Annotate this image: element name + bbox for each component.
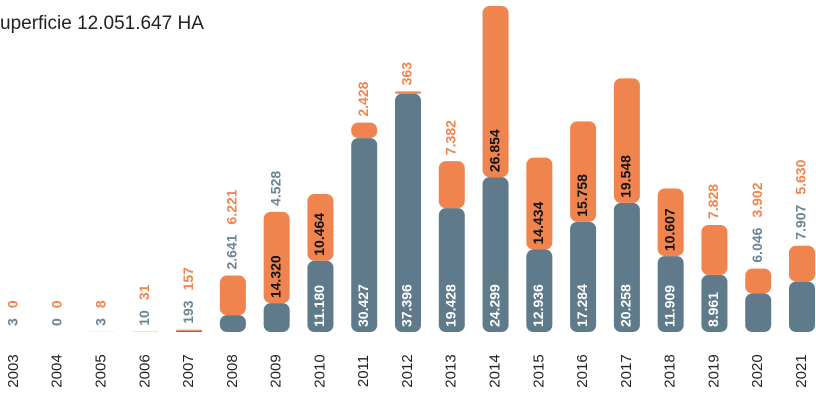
x-tick-label: 2020 bbox=[749, 354, 766, 387]
value-label: 14.320 bbox=[267, 255, 283, 298]
bar-segment bbox=[176, 329, 203, 331]
value-label: 31 bbox=[136, 284, 152, 300]
value-label: 19.548 bbox=[618, 155, 634, 198]
x-tick-label: 2011 bbox=[355, 355, 372, 387]
x-tick-label: 2009 bbox=[268, 354, 285, 387]
bar-segment bbox=[745, 268, 772, 294]
bar-segment bbox=[701, 225, 728, 275]
x-tick-label: 2004 bbox=[49, 354, 66, 387]
value-label: 0 bbox=[5, 300, 21, 308]
bar-segment bbox=[482, 6, 509, 178]
value-label: 0 bbox=[48, 318, 64, 326]
bar-segment bbox=[263, 211, 290, 304]
value-label: 7.907 bbox=[793, 204, 809, 239]
value-label: 363 bbox=[399, 62, 415, 86]
x-tick-label: 2012 bbox=[399, 354, 416, 387]
x-tick-label: 2005 bbox=[93, 354, 110, 387]
bar-segment bbox=[219, 315, 246, 332]
bar-segment bbox=[526, 249, 553, 332]
chart-title: uperficie 12.051.647 HA bbox=[0, 13, 204, 34]
bar-segment bbox=[657, 188, 684, 257]
value-label: 10 bbox=[136, 310, 152, 326]
bar-segment bbox=[570, 221, 597, 332]
x-tick-label: 2003 bbox=[5, 354, 22, 387]
bar-segment bbox=[395, 93, 421, 332]
bar-segment bbox=[395, 91, 421, 94]
value-label: 17.284 bbox=[574, 284, 590, 327]
value-label: 30.427 bbox=[355, 284, 371, 327]
bar-segment bbox=[745, 293, 772, 332]
value-label: 8 bbox=[92, 300, 108, 308]
bar-segment bbox=[438, 208, 465, 332]
bar-segment bbox=[789, 281, 815, 332]
value-label: 20.258 bbox=[618, 284, 634, 327]
value-label: 2.641 bbox=[224, 234, 240, 269]
value-label: 11.909 bbox=[661, 285, 677, 327]
value-label: 3 bbox=[5, 318, 21, 326]
value-label: 157 bbox=[180, 267, 196, 291]
x-tick-label: 2010 bbox=[311, 354, 328, 387]
value-label: 37.396 bbox=[399, 284, 415, 327]
value-label: 0 bbox=[48, 300, 64, 308]
bar-segment bbox=[789, 245, 815, 282]
x-tick-label: 2019 bbox=[705, 354, 722, 387]
bar-segment bbox=[570, 121, 597, 222]
value-label: 7.382 bbox=[442, 120, 458, 155]
value-label: 6.221 bbox=[224, 189, 240, 224]
x-tick-label: 2018 bbox=[662, 354, 679, 387]
x-tick-label: 2015 bbox=[530, 354, 547, 387]
value-label: 19.428 bbox=[442, 284, 458, 327]
bar-segment bbox=[351, 122, 378, 139]
bar-segment bbox=[307, 194, 334, 261]
value-label: 2.428 bbox=[355, 81, 371, 116]
value-label: 12.936 bbox=[530, 284, 546, 327]
x-tick-label: 2008 bbox=[224, 354, 241, 387]
x-tick-label: 2014 bbox=[487, 354, 504, 387]
x-tick-label: 2006 bbox=[136, 354, 153, 387]
value-label: 3.902 bbox=[749, 182, 765, 217]
bar-segment bbox=[263, 303, 290, 332]
value-label: 8.961 bbox=[705, 292, 721, 327]
bar-segment bbox=[438, 161, 465, 209]
value-label: 3 bbox=[92, 318, 108, 326]
value-label: 7.828 bbox=[705, 184, 721, 219]
bar-segment bbox=[526, 157, 553, 250]
value-label: 10.464 bbox=[311, 213, 327, 256]
bar-segment bbox=[657, 256, 684, 332]
value-label: 193 bbox=[180, 300, 196, 324]
bar-segment bbox=[482, 177, 509, 332]
value-label: 11.180 bbox=[311, 285, 327, 327]
x-tick-label: 2016 bbox=[574, 354, 591, 387]
bar-segment bbox=[307, 260, 334, 332]
bar-segment bbox=[701, 274, 728, 332]
value-label: 5.630 bbox=[793, 159, 809, 194]
value-label: 26.854 bbox=[486, 129, 502, 172]
value-label: 6.046 bbox=[749, 227, 765, 262]
bar-segment bbox=[613, 202, 640, 332]
value-label: 14.434 bbox=[530, 202, 546, 245]
value-label: 15.758 bbox=[574, 174, 590, 217]
x-tick-label: 2013 bbox=[443, 354, 460, 387]
x-tick-label: 2017 bbox=[618, 354, 635, 387]
value-label: 4.528 bbox=[267, 171, 283, 206]
bar-segment bbox=[351, 138, 378, 332]
bar-segment bbox=[176, 330, 203, 332]
bar-segment bbox=[219, 275, 246, 316]
x-tick-label: 2021 bbox=[793, 354, 810, 387]
x-tick-label: 2007 bbox=[180, 354, 197, 387]
value-label: 10.607 bbox=[661, 208, 677, 251]
bar-segment bbox=[613, 78, 640, 203]
value-label: 24.299 bbox=[486, 284, 502, 327]
